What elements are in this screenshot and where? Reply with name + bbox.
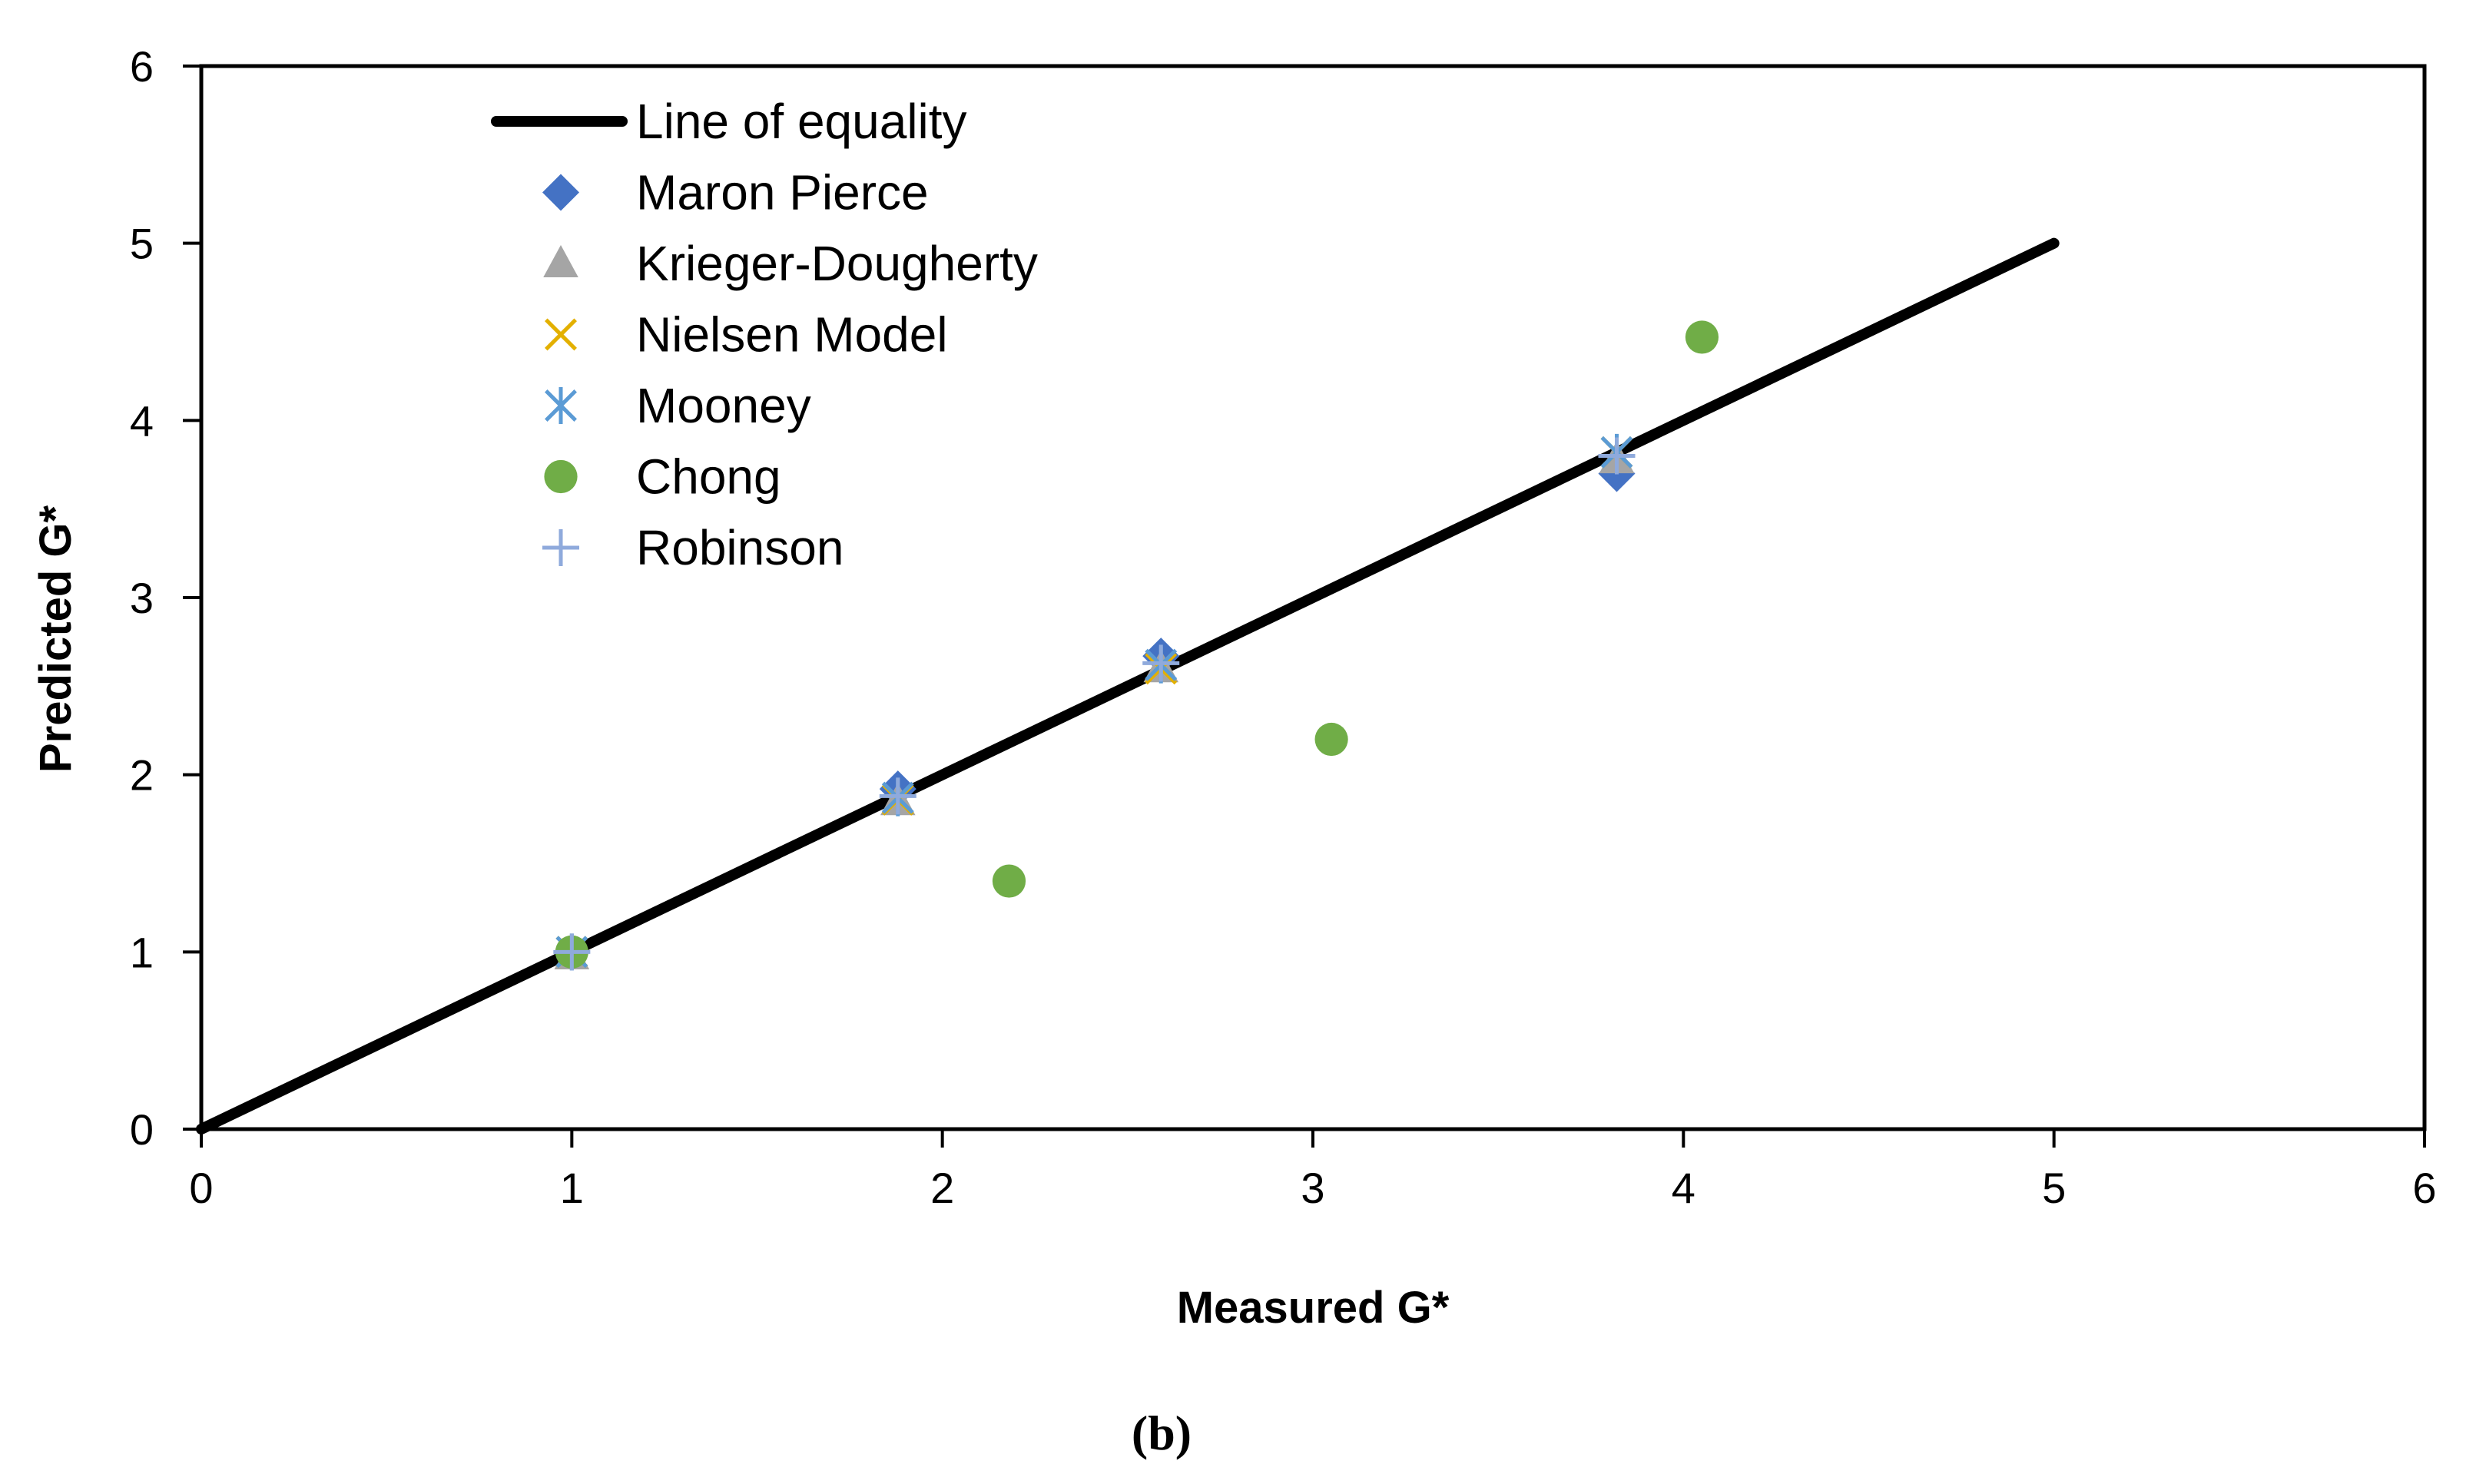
robinson-point [1598, 437, 1636, 475]
points-layer [553, 320, 1719, 971]
x-tick-label: 0 [189, 1164, 213, 1212]
legend-swatch-mooney [545, 387, 577, 424]
y-tick-label: 6 [130, 42, 154, 91]
line-of-equality [196, 237, 2060, 1135]
y-tick-label: 0 [130, 1105, 154, 1154]
x-tick-label: 1 [560, 1164, 584, 1212]
legend-swatch-krieger-dougherty [543, 245, 578, 277]
line-layer [196, 237, 2060, 1135]
legend-label-krieger-dougherty: Krieger-Dougherty [636, 236, 1038, 291]
robinson-point [553, 933, 591, 971]
x-tick-label: 5 [2042, 1164, 2066, 1212]
y-tick-label: 1 [130, 928, 154, 976]
legend-swatch-maron-pierce [542, 174, 579, 211]
legend-label-mooney: Mooney [636, 378, 811, 433]
x-axis-title: Measured G* [1177, 1283, 1450, 1333]
y-axis-title: Predicted G* [31, 505, 81, 773]
chong-point [992, 864, 1026, 898]
legend-swatch-chong [544, 459, 578, 494]
legend-label-chong: Chong [636, 449, 781, 505]
chong-point [1685, 320, 1719, 354]
y-tick-label: 4 [130, 396, 154, 445]
robinson-point [879, 777, 916, 815]
x-tick-label: 4 [1672, 1164, 1695, 1212]
legend: Line of equality Maron Pierce Krieger-Doug… [491, 94, 1038, 575]
axes-layer: 0 1 2 3 4 5 6 0 1 2 3 4 5 6 [130, 42, 2437, 1212]
y-tick-label: 2 [130, 751, 154, 800]
robinson-point [1142, 644, 1180, 682]
legend-swatch-robinson [542, 529, 579, 566]
x-tick-label: 2 [930, 1164, 954, 1212]
x-tick-label: 6 [2412, 1164, 2436, 1212]
y-tick-label: 3 [130, 574, 154, 622]
legend-label-nielsen-model: Nielsen Model [636, 307, 948, 363]
legend-label-maron-pierce: Maron Pierce [636, 165, 929, 220]
legend-label-line-of-equality: Line of equality [636, 94, 967, 149]
x-tick-label: 3 [1301, 1164, 1324, 1212]
legend-swatch-nielsen-model [545, 318, 577, 351]
chong-point [1314, 722, 1348, 757]
y-tick-label: 5 [130, 220, 154, 268]
figure-caption: (b) [1132, 1406, 1192, 1460]
legend-label-robinson: Robinson [636, 520, 844, 575]
